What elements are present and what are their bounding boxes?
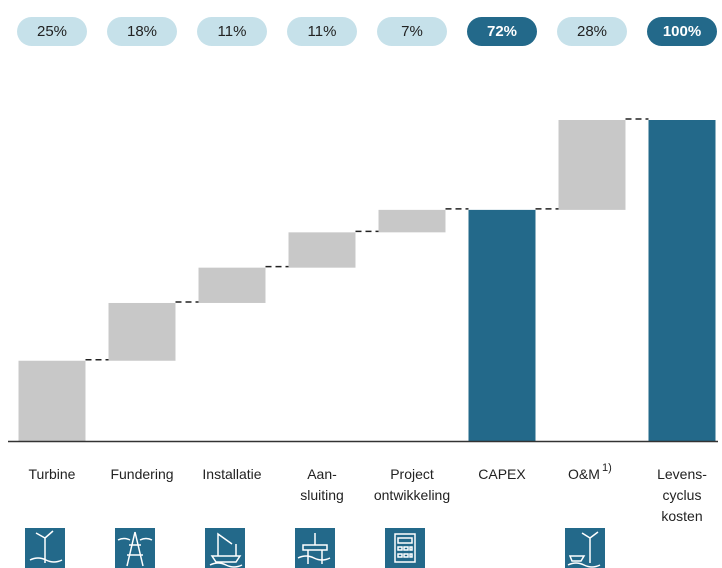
bar	[198, 267, 266, 303]
value-label: 11%	[308, 23, 337, 40]
category-line: Levens-	[657, 466, 707, 482]
value-label: 28%	[577, 23, 607, 40]
value-label: 7%	[401, 23, 423, 40]
value-pill	[377, 17, 447, 46]
icon-calculator	[385, 528, 425, 568]
category-label: O&M	[568, 466, 600, 482]
category-label: Levens-cyclus kosten	[657, 466, 707, 524]
category-line: CAPEX	[478, 466, 526, 482]
category-label: Project ontwikkeling	[374, 466, 450, 503]
icon-installation	[205, 528, 245, 568]
category-line: ontwikkeling	[374, 487, 450, 503]
category-label: Installatie	[202, 466, 261, 482]
icon-turbine	[25, 528, 65, 568]
value-label: 100%	[663, 23, 701, 40]
value-pill	[467, 17, 537, 46]
bar	[288, 232, 356, 268]
icons	[25, 528, 605, 568]
value-pill	[17, 17, 87, 46]
icon-connection	[295, 528, 335, 568]
category-label: Fundering	[110, 466, 173, 482]
category-label: CAPEX	[478, 466, 526, 482]
category-line: Turbine	[29, 466, 76, 482]
footnote-marker: 1)	[602, 462, 612, 474]
bar	[18, 360, 86, 441]
value-pill	[107, 17, 177, 46]
category-line: Fundering	[110, 466, 173, 482]
category-line: Project	[390, 466, 434, 482]
category-line: Installatie	[202, 466, 261, 482]
category-line: kosten	[661, 508, 702, 524]
bar	[468, 209, 536, 441]
bar	[108, 302, 176, 361]
icon-maintenance	[565, 528, 605, 568]
category-line: O&M	[568, 466, 600, 482]
value-label: 11%	[218, 23, 247, 40]
category-label: Aan-sluiting	[300, 466, 344, 503]
category-label: Turbine	[29, 466, 76, 482]
bar	[558, 120, 626, 210]
icon-foundation	[115, 528, 155, 568]
category-line: Aan-	[307, 466, 337, 482]
value-pill	[557, 17, 627, 46]
category-line: sluiting	[300, 487, 344, 503]
value-label: 72%	[487, 23, 517, 40]
bar	[648, 120, 716, 441]
value-pill	[287, 17, 357, 46]
bar	[378, 209, 446, 233]
category-line: cyclus	[663, 487, 702, 503]
value-pill	[197, 17, 267, 46]
value-label: 18%	[127, 23, 157, 40]
value-pill	[647, 17, 717, 46]
value-label: 25%	[37, 23, 67, 40]
